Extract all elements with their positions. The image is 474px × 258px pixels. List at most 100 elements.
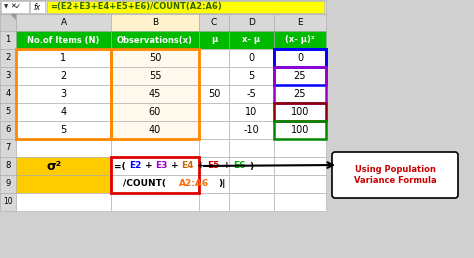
Bar xyxy=(229,49,274,67)
Bar xyxy=(199,121,229,139)
Bar xyxy=(0,121,16,139)
Bar xyxy=(274,67,326,103)
Bar xyxy=(16,193,111,211)
Bar xyxy=(30,1,45,13)
Bar xyxy=(0,157,16,175)
Bar xyxy=(274,49,326,67)
Text: =(: =( xyxy=(114,162,126,171)
Text: +: + xyxy=(146,162,153,171)
Text: +: + xyxy=(198,162,205,171)
Text: +: + xyxy=(223,162,231,171)
Bar xyxy=(229,103,274,121)
Text: 3: 3 xyxy=(5,71,11,80)
Text: σ²: σ² xyxy=(46,159,62,173)
Text: 10: 10 xyxy=(3,198,13,206)
Bar xyxy=(0,193,16,211)
Text: 10: 10 xyxy=(246,107,258,117)
Bar xyxy=(0,49,16,67)
Bar xyxy=(274,193,326,211)
Text: 45: 45 xyxy=(149,89,161,99)
Text: No.of Items (N): No.of Items (N) xyxy=(27,36,100,44)
Text: 6: 6 xyxy=(5,125,11,134)
Bar xyxy=(229,14,274,31)
Bar xyxy=(16,49,111,139)
Bar xyxy=(47,1,324,13)
Text: B: B xyxy=(152,18,158,27)
Text: 100: 100 xyxy=(291,107,309,117)
Text: E5: E5 xyxy=(207,162,220,171)
Text: 25: 25 xyxy=(294,89,306,99)
Bar xyxy=(16,85,111,103)
Text: E6: E6 xyxy=(233,162,246,171)
Text: ✓: ✓ xyxy=(15,4,21,10)
Bar xyxy=(16,175,111,193)
Bar xyxy=(274,157,326,175)
Text: E2: E2 xyxy=(129,162,142,171)
Text: 0: 0 xyxy=(248,53,255,63)
Bar xyxy=(229,157,274,175)
Bar xyxy=(199,193,229,211)
Bar xyxy=(229,193,274,211)
Text: 60: 60 xyxy=(149,107,161,117)
Bar xyxy=(274,14,326,31)
Bar xyxy=(16,31,111,49)
Bar xyxy=(199,67,229,85)
Bar xyxy=(16,121,111,139)
Text: ): ) xyxy=(249,162,254,171)
Bar xyxy=(111,103,199,121)
Bar xyxy=(0,85,16,103)
Polygon shape xyxy=(11,14,16,19)
Text: 5: 5 xyxy=(248,71,255,81)
Bar xyxy=(111,31,199,49)
Text: ✕: ✕ xyxy=(10,4,16,10)
Bar xyxy=(16,67,111,85)
Bar xyxy=(0,31,16,49)
Text: 4: 4 xyxy=(5,90,10,99)
Text: E4: E4 xyxy=(181,162,194,171)
Bar xyxy=(229,121,274,139)
Bar xyxy=(111,49,199,139)
Text: E: E xyxy=(297,18,303,27)
Bar xyxy=(229,67,274,85)
Text: +: + xyxy=(171,162,179,171)
Bar xyxy=(111,157,199,175)
Text: 3: 3 xyxy=(61,89,66,99)
Bar xyxy=(274,103,326,121)
Text: 100: 100 xyxy=(291,125,309,135)
Text: C: C xyxy=(211,18,217,27)
Text: ▼: ▼ xyxy=(4,4,8,10)
Bar xyxy=(274,121,326,139)
Text: -5: -5 xyxy=(246,89,256,99)
Bar xyxy=(111,175,199,193)
Text: 5: 5 xyxy=(5,108,10,117)
Bar xyxy=(229,31,274,49)
Text: A2:A6: A2:A6 xyxy=(179,179,209,188)
Bar xyxy=(199,31,229,49)
Text: 8: 8 xyxy=(5,162,11,171)
Text: 55: 55 xyxy=(149,71,161,81)
Text: -10: -10 xyxy=(244,125,259,135)
Text: =(E2+E3+E4+E5+E6)/COUNT(A2:A6): =(E2+E3+E4+E5+E6)/COUNT(A2:A6) xyxy=(50,3,222,12)
Bar xyxy=(111,157,199,193)
Text: Observations(x): Observations(x) xyxy=(117,36,193,44)
Bar xyxy=(229,139,274,157)
Bar xyxy=(111,14,199,31)
Bar xyxy=(0,0,326,14)
Text: fx: fx xyxy=(34,3,41,12)
Bar xyxy=(199,103,229,121)
Bar xyxy=(274,103,326,121)
Text: 50: 50 xyxy=(149,53,161,63)
Bar xyxy=(0,14,16,31)
Text: (x- μ)²: (x- μ)² xyxy=(285,36,315,44)
Bar xyxy=(16,157,111,175)
Bar xyxy=(111,193,199,211)
Text: x- μ: x- μ xyxy=(242,36,261,44)
Text: E3: E3 xyxy=(155,162,168,171)
Text: A: A xyxy=(61,18,66,27)
Text: )|: )| xyxy=(218,179,225,188)
Text: 50: 50 xyxy=(208,89,220,99)
Bar xyxy=(0,139,16,157)
Bar xyxy=(111,85,199,103)
Bar xyxy=(229,85,274,103)
Bar xyxy=(16,103,111,121)
